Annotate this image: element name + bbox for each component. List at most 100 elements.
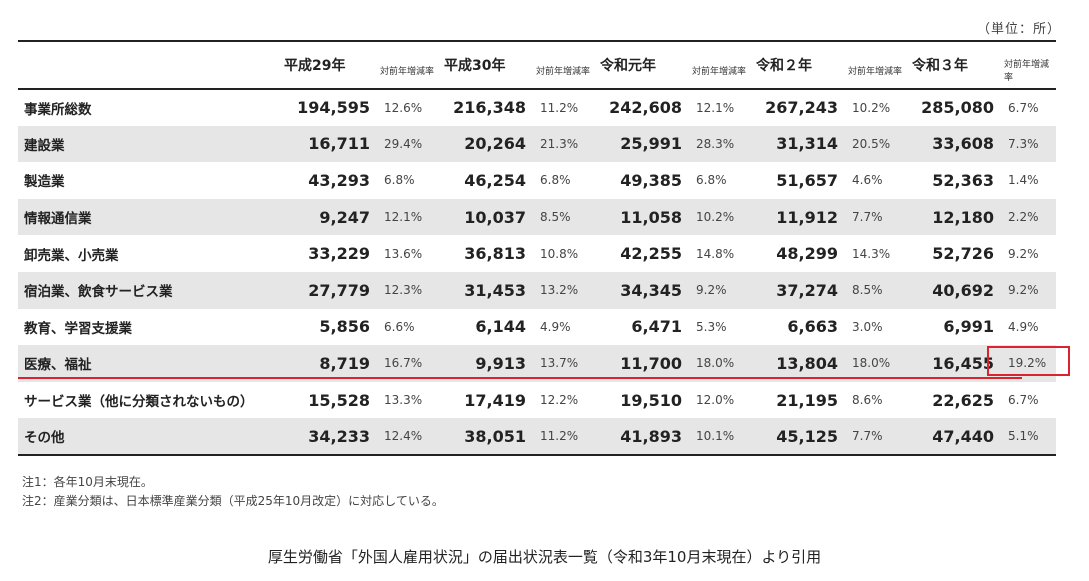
count-cell: 52,726 [932, 244, 994, 264]
notes: 注1：各年10月末現在。 注2：産業分類は、日本標準産業分類（平成25年10月改… [22, 473, 444, 511]
rate-cell: 6.8% [384, 173, 415, 188]
count-cell: 15,528 [308, 390, 370, 410]
establishment-table: 平成29年 対前年増減率 平成30年 対前年増減率 令和元年 対前年増減率 令和… [18, 40, 1056, 456]
rate-cell: 6.6% [384, 319, 415, 334]
count-cell: 21,195 [776, 390, 838, 410]
count-cell: 42,255 [620, 244, 682, 264]
rate-cell: 16.7% [380, 345, 444, 382]
rate-cell: 12.0% [696, 393, 735, 408]
rate-cell: 29.4% [380, 125, 444, 163]
year-header: 令和２年 [756, 58, 812, 74]
count-cell: 31,453 [444, 271, 536, 309]
count-cell: 20,264 [444, 125, 536, 163]
rate-cell: 20.5% [848, 125, 912, 163]
count-cell: 9,247 [284, 198, 380, 236]
table-row: 製造業 43,293 6.8% 46,254 6.8% 49,385 6.8% 51,657 4… [18, 162, 1056, 199]
rate-cell: 28.3% [692, 125, 756, 163]
row-label: 卸売業、小売業 [24, 247, 119, 264]
row-label: 教育、学習支援業 [24, 320, 132, 337]
highlight-box [987, 346, 1070, 376]
table-row: その他 34,233 12.4% 38,051 11.2% 41,893 10.1% 45,1… [18, 418, 1056, 455]
count-cell: 9,913 [444, 345, 536, 382]
count-cell: 41,893 [600, 418, 692, 455]
rate-cell: 11.2% [536, 418, 600, 455]
year-header: 平成30年 [444, 58, 506, 74]
count-cell: 13,804 [756, 345, 848, 382]
rate-header: 対前年増減率 [380, 66, 435, 77]
count-cell: 33,229 [308, 244, 370, 264]
count-cell: 17,419 [464, 390, 526, 410]
rate-cell: 12.3% [380, 271, 444, 309]
count-cell: 49,385 [620, 170, 682, 190]
count-cell: 11,700 [600, 345, 692, 382]
count-cell: 11,912 [756, 198, 848, 236]
count-cell: 16,711 [284, 125, 380, 163]
rate-cell: 8.5% [536, 198, 600, 236]
row-label: その他 [18, 418, 284, 455]
rate-cell: 12.2% [540, 393, 579, 408]
count-cell: 48,299 [776, 244, 838, 264]
table-row: 教育、学習支援業 5,856 6.6% 6,144 4.9% 6,471 5.3% 6,663… [18, 309, 1056, 346]
table-row: 情報通信業 9,247 12.1% 10,037 8.5% 11,058 10.2% 11,9… [18, 198, 1056, 236]
count-cell: 10,037 [444, 198, 536, 236]
header-corner [18, 41, 284, 89]
count-cell: 267,243 [765, 98, 838, 118]
rate-cell: 14.8% [696, 246, 735, 261]
count-cell: 25,991 [600, 125, 692, 163]
table-row: サービス業（他に分類されないもの） 15,528 13.3% 17,419 12.2% 1… [18, 382, 1056, 419]
unit-note: （単位：所） [976, 22, 1061, 37]
year-header: 令和３年 [912, 58, 968, 74]
rate-cell: 18.0% [692, 345, 756, 382]
rate-cell: 5.3% [696, 319, 727, 334]
rate-cell: 6.8% [696, 173, 727, 188]
rate-header: 対前年増減率 [848, 66, 903, 77]
rate-cell: 3.0% [852, 319, 883, 334]
rate-cell: 2.2% [1004, 198, 1056, 236]
count-cell: 47,440 [912, 418, 1004, 455]
rate-cell: 13.7% [536, 345, 600, 382]
rate-cell: 7.7% [848, 198, 912, 236]
count-cell: 43,293 [308, 170, 370, 190]
count-cell: 34,233 [284, 418, 380, 455]
header-row: 平成29年 対前年増減率 平成30年 対前年増減率 令和元年 対前年増減率 令和… [18, 41, 1056, 89]
rate-cell: 1.4% [1008, 173, 1039, 188]
rate-cell: 4.9% [540, 319, 571, 334]
welfare-underline [18, 377, 1022, 379]
source-caption: 厚生労働省「外国人雇用状況」の届出状況表一覧（令和3年10月末現在）より引用 [267, 548, 822, 566]
rate-cell: 13.6% [384, 246, 423, 261]
count-cell: 34,345 [600, 271, 692, 309]
rate-cell: 8.5% [848, 271, 912, 309]
rate-cell: 9.2% [1008, 246, 1039, 261]
table-row: 建設業 16,711 29.4% 20,264 21.3% 25,991 28.3% 31,3… [18, 125, 1056, 163]
count-cell: 216,348 [453, 98, 526, 118]
row-label: 製造業 [24, 174, 65, 191]
count-cell: 6,471 [631, 317, 682, 337]
rate-cell: 11.2% [540, 100, 579, 115]
rate-cell: 10.2% [692, 198, 756, 236]
count-cell: 51,657 [776, 170, 838, 190]
count-cell: 22,625 [932, 390, 994, 410]
rate-cell: 4.6% [852, 173, 883, 188]
count-cell: 285,080 [921, 98, 994, 118]
rate-cell: 6.7% [1008, 393, 1039, 408]
count-cell: 194,595 [297, 98, 370, 118]
count-cell: 52,363 [932, 170, 994, 190]
row-label: 情報通信業 [18, 198, 284, 236]
year-header: 令和元年 [600, 58, 656, 74]
count-cell: 46,254 [464, 170, 526, 190]
count-cell: 19,510 [620, 390, 682, 410]
row-label: 宿泊業、飲食サービス業 [18, 271, 284, 309]
rate-cell: 7.3% [1004, 125, 1056, 163]
rate-header: 対前年増減率 [692, 66, 747, 77]
count-cell: 45,125 [756, 418, 848, 455]
rate-cell: 5.1% [1004, 418, 1056, 455]
count-cell: 6,991 [943, 317, 994, 337]
rate-cell: 21.3% [536, 125, 600, 163]
note-1: 注1：各年10月末現在。 [22, 475, 153, 489]
rate-cell: 13.2% [536, 271, 600, 309]
count-cell: 31,314 [756, 125, 848, 163]
table-row: 宿泊業、飲食サービス業 27,779 12.3% 31,453 13.2% 34,345 9… [18, 271, 1056, 309]
rate-header: 対前年増減率 [1004, 60, 1050, 83]
rate-cell: 6.8% [540, 173, 571, 188]
count-cell: 27,779 [284, 271, 380, 309]
